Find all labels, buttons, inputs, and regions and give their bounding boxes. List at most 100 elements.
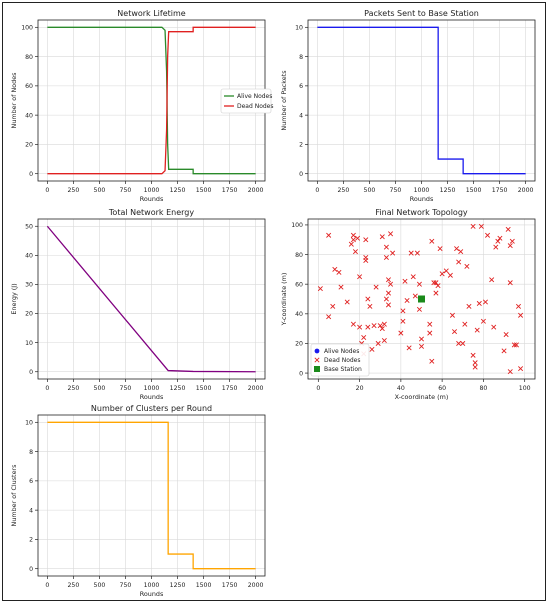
dead-node-marker: [348, 241, 354, 247]
dead-node-marker: [352, 249, 358, 255]
x-tick-label: 750: [120, 385, 132, 392]
legend-label-dead: Dead Nodes: [324, 357, 361, 364]
x-tick-label: 500: [94, 385, 106, 392]
dead-node-marker: [412, 293, 418, 299]
dead-node-marker: [416, 306, 422, 312]
x-tick-label: 1250: [440, 187, 456, 194]
x-tick-label: 0: [316, 385, 320, 392]
chart-topology: 0 20 40 60 80 100 0 20 40 60 80 100 Final Network To…: [280, 208, 536, 401]
dead-node-marker: [326, 232, 332, 238]
dead-node-marker: [474, 327, 480, 333]
y-tick-label: 40: [25, 112, 33, 119]
dead-node-marker: [449, 312, 455, 318]
legend-swatch-dead: [314, 357, 320, 363]
dead-node-marker: [518, 312, 524, 318]
x-tick-label: 1000: [144, 385, 160, 392]
dead-node-marker: [429, 358, 435, 364]
dead-node-marker: [464, 263, 470, 269]
dead-node-marker: [355, 235, 361, 241]
x-tick-label: 1750: [492, 187, 508, 194]
x-tick-label: 1000: [414, 187, 430, 194]
dead-node-marker: [408, 250, 414, 256]
dead-node-marker: [472, 360, 478, 366]
dead-node-marker: [418, 343, 425, 349]
dead-node-marker: [429, 238, 435, 244]
y-tick-label: 100: [21, 25, 33, 32]
x-axis-label: Rounds: [140, 195, 164, 203]
dead-node-marker: [458, 249, 464, 255]
x-tick-label: 1250: [170, 187, 186, 194]
dead-node-marker: [350, 237, 356, 243]
dead-node-marker: [385, 290, 392, 296]
x-tick-label: 40: [397, 385, 405, 392]
dead-node-marker: [447, 272, 453, 278]
dead-node-marker: [462, 321, 468, 327]
x-tick-label: 1500: [196, 187, 212, 194]
figure-frame: 0 250 500 750 1000 1250 1500 1750 2000 0 20 40 60 80 1…: [2, 2, 546, 601]
x-axis-label: X-coordinate (m): [395, 393, 449, 401]
x-tick-label: 1500: [466, 187, 482, 194]
series-line-dead-nodes: [47, 26, 256, 175]
dead-node-marker: [433, 280, 439, 286]
y-tick-label: 40: [25, 253, 33, 260]
x-tick-label: 250: [67, 385, 79, 392]
dead-node-marker: [350, 321, 356, 327]
dead-node-marker: [381, 321, 387, 327]
x-tick-label: 250: [337, 187, 349, 194]
dead-node-marker: [398, 330, 404, 336]
x-tick-label: 1750: [222, 187, 238, 194]
x-tick-label: 750: [120, 582, 132, 589]
dead-node-marker: [326, 314, 332, 320]
dead-node-marker: [357, 274, 363, 280]
y-tick-label: 0: [299, 370, 303, 377]
y-axis-label: Number of Nodes: [10, 72, 18, 129]
legend-label-base: Base Station: [324, 366, 362, 373]
dead-node-marker: [418, 336, 425, 342]
y-tick-label: 50: [25, 223, 33, 230]
chart-clusters: 0 250 500 750 1000 1250 1500 1750 2000 0 2 4 6 8 10 Num…: [10, 404, 266, 598]
dead-node-marker: [375, 340, 381, 346]
y-tick-label: 30: [25, 282, 33, 289]
dead-node-marker: [367, 303, 373, 309]
x-tick-label: 2000: [248, 385, 264, 392]
x-tick-label: 1500: [196, 385, 212, 392]
dead-node-marker: [427, 330, 433, 336]
dead-node-marker: [414, 250, 420, 256]
x-tick-label: 750: [390, 187, 402, 194]
y-axis-label: Y-coordinate (m): [280, 273, 288, 327]
dead-node-marker: [485, 232, 491, 238]
y-tick-label: 80: [25, 54, 33, 61]
x-tick-label: 1500: [196, 582, 212, 589]
x-tick-label: 2000: [248, 187, 264, 194]
dead-node-marker: [336, 269, 342, 275]
y-tick-label: 10: [295, 25, 303, 32]
x-axis-label: Rounds: [140, 590, 164, 598]
dead-node-marker: [503, 332, 509, 338]
dead-node-marker: [400, 318, 406, 324]
y-tick-label: 10: [25, 340, 33, 347]
y-axis-label: Number of Packets: [280, 70, 288, 131]
dead-node-marker: [507, 369, 513, 375]
dead-node-marker: [330, 303, 336, 309]
legend-label: Dead Nodes: [237, 103, 274, 110]
dead-node-marker: [433, 290, 439, 296]
chart-title: Final Network Topology: [375, 208, 468, 217]
dead-node-marker: [377, 323, 383, 329]
dead-node-marker: [344, 299, 350, 305]
dead-node-marker: [476, 300, 482, 306]
dead-node-marker: [472, 364, 478, 370]
dead-node-marker: [369, 346, 375, 352]
dead-node-marker: [385, 302, 392, 308]
dead-node-marker: [338, 284, 344, 290]
dead-node-marker: [491, 324, 497, 330]
dead-node-marker: [513, 342, 519, 348]
dead-node-marker: [379, 234, 385, 240]
y-tick-label: 4: [299, 112, 303, 119]
series-line-0: [47, 421, 256, 570]
y-tick-label: 8: [299, 54, 303, 61]
dead-node-marker: [443, 268, 449, 274]
dead-node-marker: [515, 303, 522, 309]
y-tick-label: 100: [291, 222, 303, 229]
y-tick-label: 8: [29, 449, 33, 456]
dead-node-marker: [501, 348, 507, 354]
